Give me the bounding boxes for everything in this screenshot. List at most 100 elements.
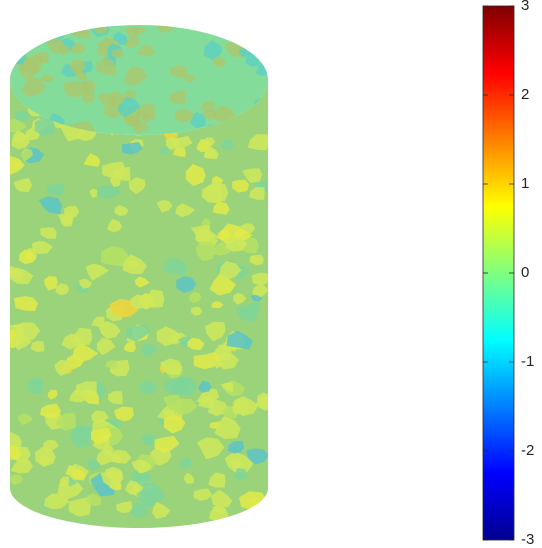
surface-patch: [250, 254, 264, 266]
surface-patch: [201, 218, 211, 226]
surface-patch: [40, 403, 61, 419]
surface-patch: [115, 501, 133, 514]
surface-patch: [247, 25, 266, 34]
surface-patch: [209, 273, 237, 296]
surface-patch: [165, 136, 180, 151]
surface-patch: [61, 62, 79, 77]
surface-patch: [58, 44, 71, 56]
surface-patch: [125, 26, 139, 39]
surface-patch: [40, 227, 57, 239]
surface-patch: [10, 155, 25, 175]
surface-patch: [12, 130, 27, 143]
surface-patch: [59, 476, 70, 488]
surface-patch: [203, 40, 223, 60]
surface-patch: [10, 445, 22, 461]
surface-patch: [71, 426, 86, 439]
surface-patch: [196, 437, 225, 460]
surface-patch: [27, 377, 44, 394]
surface-patch: [32, 31, 49, 43]
surface-patch: [109, 176, 121, 188]
surface-patch: [107, 91, 126, 106]
surface-patch: [130, 294, 148, 309]
colorbar-tick-label: -3: [521, 531, 534, 548]
surface-patch: [10, 459, 33, 474]
surface-patch: [214, 416, 241, 440]
surface-patch: [136, 104, 156, 119]
surface-patch: [18, 249, 37, 265]
surface-patch: [13, 296, 39, 311]
surface-patch: [46, 183, 65, 196]
surface-patch: [173, 147, 186, 157]
surface-patch: [96, 57, 116, 77]
surface-patch: [60, 216, 73, 227]
surface-patch: [154, 435, 180, 453]
surface-patch: [130, 502, 149, 518]
colorbar-tick-label: -2: [521, 442, 534, 459]
surface-patch: [220, 382, 234, 392]
surface-patch: [34, 51, 50, 64]
surface-patch: [128, 177, 146, 195]
surface-patch: [193, 351, 220, 370]
surface-patch: [55, 283, 70, 296]
surface-patch: [176, 276, 197, 293]
surface-patch: [250, 294, 263, 302]
colorbar-tick-label: 0: [521, 264, 529, 281]
surface-patch: [123, 114, 142, 127]
surface-patch: [227, 440, 245, 454]
surface-patch: [100, 470, 124, 487]
surface-patch: [212, 57, 227, 68]
surface-patch: [86, 493, 102, 507]
surface-patch: [163, 415, 186, 434]
surface-patch: [141, 342, 159, 358]
surface-patch: [247, 134, 268, 151]
surface-patch: [138, 482, 159, 498]
surface-patch: [252, 272, 268, 286]
surface-patch: [79, 278, 93, 289]
surface-patch: [107, 218, 123, 233]
surface-patch: [225, 237, 248, 252]
surface-patch: [68, 496, 91, 517]
colorbar-tick-label: 1: [521, 175, 529, 192]
surface-patch: [44, 276, 58, 291]
surface-patch: [69, 42, 86, 55]
surface-patch: [70, 469, 86, 481]
surface-patch: [30, 340, 45, 353]
surface-patch: [66, 354, 84, 370]
surface-patch: [87, 458, 102, 471]
surface-patch: [232, 179, 250, 193]
surface-patch: [114, 204, 129, 216]
surface-patch: [108, 391, 123, 405]
surface-patch: [133, 484, 144, 493]
surface-patch: [160, 146, 170, 156]
surface-patch: [246, 448, 268, 465]
surface-patch: [102, 445, 115, 456]
surface-patch: [98, 320, 121, 340]
surface-patch: [183, 74, 196, 83]
surface-patch: [96, 184, 123, 199]
surface-patch: [54, 359, 72, 377]
surface-patch: [255, 61, 268, 77]
surface-patch: [190, 306, 203, 316]
surface-patch: [175, 203, 196, 218]
surface-patch: [234, 467, 248, 481]
surface-patch: [111, 48, 125, 59]
surface-patch: [47, 389, 58, 400]
surface-patch: [215, 229, 232, 240]
surface-patch: [144, 289, 165, 308]
surface-patch: [163, 257, 188, 276]
surface-patch: [261, 511, 268, 523]
surface-patch: [89, 188, 99, 199]
surface-patch: [69, 389, 88, 403]
surface-patch: [235, 305, 259, 322]
surface-patch: [202, 137, 216, 147]
surface-patch: [108, 449, 132, 464]
surface-patch: [124, 342, 137, 353]
surface-patch: [201, 184, 223, 203]
surface-patch: [174, 108, 195, 123]
surface-patch: [113, 406, 134, 422]
surface-patch: [121, 142, 143, 155]
surface-patch: [219, 223, 246, 245]
surface-patch: [204, 321, 226, 342]
surface-patch: [184, 472, 195, 484]
surface-patch: [156, 199, 173, 213]
